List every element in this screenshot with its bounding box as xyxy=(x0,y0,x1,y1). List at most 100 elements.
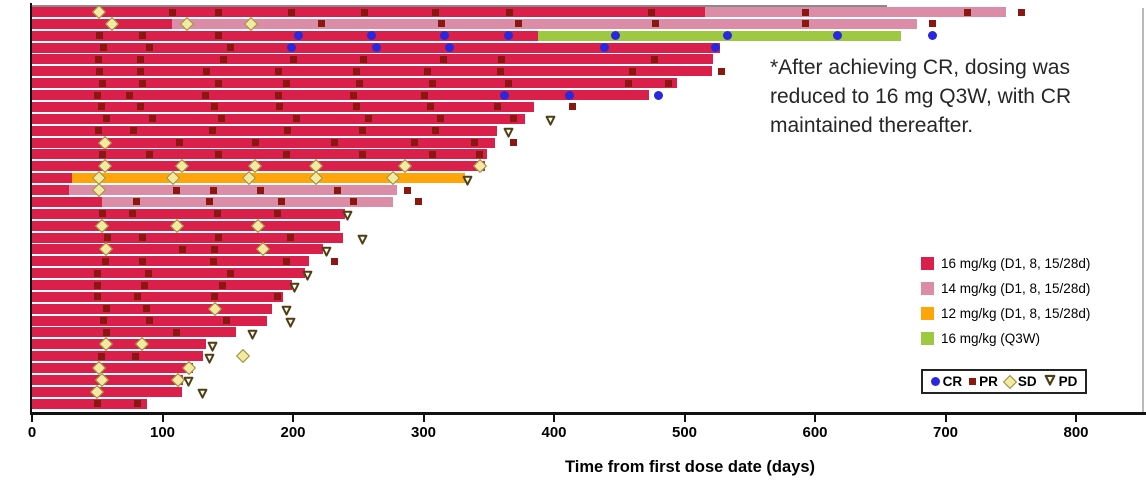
dose-bar-segment xyxy=(68,185,398,196)
legend-item-pd: PD xyxy=(1044,374,1077,389)
dose-bar-segment xyxy=(32,351,203,362)
pr-marker xyxy=(282,150,290,158)
cr-marker xyxy=(565,90,575,100)
pr-marker xyxy=(131,352,139,360)
pr-marker xyxy=(169,8,177,16)
dose-bar-segment xyxy=(32,339,206,350)
dose-bar-segment xyxy=(32,90,650,101)
dose-bar-segment xyxy=(102,196,394,207)
legend-label: 16 mg/kg (Q3W) xyxy=(941,330,1041,346)
legend-item-16mgkg-q3w: 16 mg/kg (Q3W) xyxy=(921,330,1041,346)
x-axis-title: Time from first dose date (days) xyxy=(564,458,816,476)
annotation-line: maintained thereafter. xyxy=(770,114,974,137)
pr-marker xyxy=(175,139,183,147)
pr-marker xyxy=(143,305,151,313)
x-tick-label: 200 xyxy=(280,424,306,441)
pr-marker xyxy=(665,79,673,87)
pr-marker xyxy=(652,20,660,28)
pr-marker xyxy=(95,55,103,63)
pr-marker xyxy=(717,67,725,75)
pr-marker xyxy=(276,103,284,111)
pr-marker xyxy=(365,115,373,123)
pr-marker xyxy=(282,257,290,265)
pr-marker xyxy=(208,127,216,135)
pr-marker xyxy=(93,269,101,277)
dose-bar-segment xyxy=(32,244,323,255)
cr-marker xyxy=(610,31,620,41)
pr-marker xyxy=(964,8,972,16)
x-tick-label: 700 xyxy=(932,424,959,441)
pr-marker xyxy=(100,44,108,52)
pr-marker xyxy=(226,269,234,277)
cr-marker xyxy=(927,31,937,41)
x-tick xyxy=(292,415,294,422)
x-tick xyxy=(944,415,947,422)
pr-marker xyxy=(148,115,156,123)
pr-marker xyxy=(436,115,444,123)
pr-marker xyxy=(650,55,658,63)
pr-marker xyxy=(219,281,227,289)
pr-marker xyxy=(506,8,514,16)
pr-marker xyxy=(130,127,138,135)
pr-marker xyxy=(100,317,108,325)
pr-marker xyxy=(333,186,341,194)
pr-marker xyxy=(139,257,147,265)
cr-marker xyxy=(445,43,455,53)
dose-bar-segment xyxy=(32,280,292,290)
pr-marker xyxy=(361,8,369,16)
cr-marker xyxy=(600,43,610,53)
dose-bar-segment xyxy=(32,363,193,374)
pr-marker xyxy=(101,257,109,265)
dose-bar-segment xyxy=(32,66,712,77)
legend-swatch-14mgkg-icon xyxy=(921,281,934,295)
dose-bar-segment xyxy=(32,7,706,17)
legend-item-pr: PR xyxy=(969,374,998,389)
dose-bar-segment xyxy=(32,18,172,29)
x-tick-label: 300 xyxy=(410,424,437,441)
pr-marker xyxy=(410,139,418,147)
dose-bar-segment xyxy=(32,196,103,207)
pr-marker xyxy=(136,55,144,63)
x-tick-label: 400 xyxy=(541,424,567,441)
pr-marker xyxy=(426,103,434,111)
annotation-line: reduced to 16 mg Q3W, with CR xyxy=(770,85,1072,108)
pr-marker xyxy=(139,234,147,242)
pr-marker xyxy=(358,127,366,135)
x-tick-label: 600 xyxy=(802,424,828,441)
pr-marker xyxy=(802,8,810,16)
dose-bar-segment xyxy=(32,208,346,219)
cr-marker xyxy=(366,31,376,41)
legend-swatch-16mgkg-q3w-icon xyxy=(921,331,934,345)
cr-dot-icon xyxy=(930,377,940,386)
pr-marker xyxy=(102,115,110,123)
pr-marker xyxy=(136,103,144,111)
pr-marker xyxy=(95,127,103,135)
legend-item-sd: SD xyxy=(1002,374,1037,389)
cr-marker xyxy=(653,90,663,100)
pd-marker xyxy=(204,351,215,369)
dose-bar-segment xyxy=(32,327,236,338)
pr-marker xyxy=(144,269,152,277)
pr-marker xyxy=(284,127,292,135)
legend-item-12mgkg-d1-8-15: 12 mg/kg (D1, 8, 15/28d) xyxy=(921,306,1090,321)
pr-marker xyxy=(318,20,326,28)
pr-marker xyxy=(209,186,217,194)
x-tick-label: 800 xyxy=(1063,424,1089,441)
pd-marker xyxy=(342,208,353,226)
pr-marker xyxy=(98,150,106,158)
dose-bar-segment xyxy=(32,78,677,89)
pr-marker xyxy=(202,91,210,99)
pr-marker xyxy=(504,79,512,87)
dose-bar-segment xyxy=(538,30,902,41)
pr-marker xyxy=(96,67,104,75)
pr-marker xyxy=(429,79,437,87)
pr-marker xyxy=(349,198,357,206)
cr-marker xyxy=(499,90,509,100)
pr-marker xyxy=(515,20,523,28)
pr-marker xyxy=(358,150,366,158)
pr-marker xyxy=(215,8,223,16)
sd-diamond-icon xyxy=(1002,374,1017,389)
pr-marker xyxy=(431,8,439,16)
legend-swatch-16mgkg-icon xyxy=(921,256,934,270)
